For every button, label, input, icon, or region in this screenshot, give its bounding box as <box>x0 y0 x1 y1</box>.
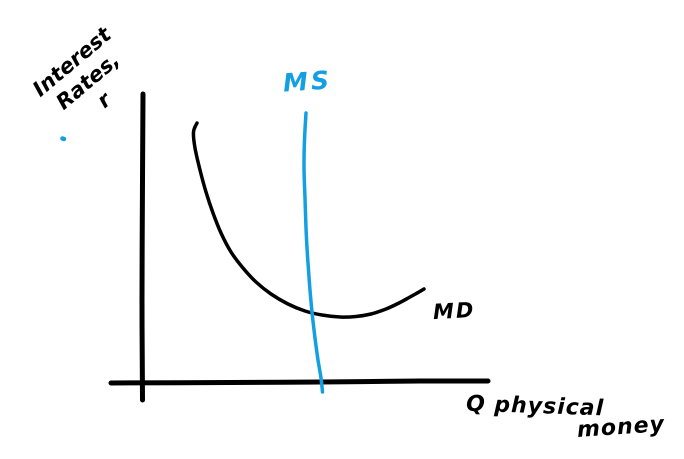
money-supply-label: MS <box>282 65 333 98</box>
money-demand-label: MD <box>432 297 476 325</box>
ms-line-stroke <box>302 111 325 394</box>
y-axis-stroke <box>139 91 146 403</box>
md-curve-stroke <box>191 121 426 319</box>
x-axis-stroke <box>108 378 491 386</box>
stray-dot-stroke <box>60 136 67 142</box>
